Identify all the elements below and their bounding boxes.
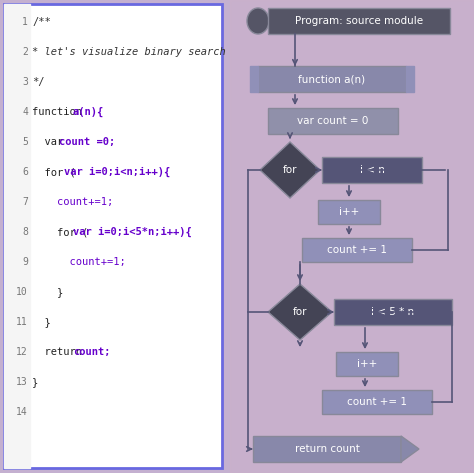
Text: i++: i++	[357, 359, 377, 369]
Text: 8: 8	[22, 227, 28, 237]
Text: */: */	[32, 77, 45, 87]
FancyBboxPatch shape	[4, 4, 222, 468]
Text: count+=1;: count+=1;	[32, 257, 126, 267]
Text: * let's visualize binary search: * let's visualize binary search	[32, 47, 226, 57]
Bar	[302, 238, 412, 262]
Bar	[334, 299, 452, 325]
Text: 12: 12	[16, 347, 28, 357]
Text: 3: 3	[22, 77, 28, 87]
Text: Program: source module: Program: source module	[295, 16, 423, 26]
Text: /**: /**	[32, 17, 51, 27]
Text: return: return	[32, 347, 88, 357]
Text: 11: 11	[16, 317, 28, 327]
Text: count;: count;	[73, 347, 110, 357]
Text: for (: for (	[32, 167, 76, 177]
Text: 14: 14	[16, 407, 28, 417]
Polygon shape	[401, 436, 419, 462]
Text: var i=0;i<n;i++){: var i=0;i<n;i++){	[64, 167, 170, 177]
Bar	[4, 4, 30, 468]
Text: for: for	[283, 165, 297, 175]
Bar	[322, 390, 432, 414]
Bar	[406, 66, 414, 92]
Bar	[318, 200, 380, 224]
Text: 1: 1	[22, 17, 28, 27]
Text: var i=0;i<5*n;i++){: var i=0;i<5*n;i++){	[73, 227, 191, 237]
Text: var: var	[32, 137, 70, 147]
Text: var count = 0: var count = 0	[297, 116, 369, 126]
Text: 6: 6	[22, 167, 28, 177]
Text: count += 1: count += 1	[327, 245, 387, 255]
Text: 4: 4	[22, 107, 28, 117]
Text: count+=1;: count+=1;	[32, 197, 113, 207]
Text: function: function	[32, 107, 88, 117]
Bar	[230, 0, 474, 473]
Text: count += 1: count += 1	[347, 397, 407, 407]
Text: 5: 5	[22, 137, 28, 147]
Bar	[322, 157, 422, 183]
Text: 9: 9	[22, 257, 28, 267]
Bar	[250, 66, 258, 92]
Text: a(n){: a(n){	[73, 107, 104, 117]
Text: }: }	[32, 377, 38, 387]
Text: 13: 13	[16, 377, 28, 387]
Text: }: }	[32, 317, 51, 327]
Text: i < n: i < n	[360, 165, 384, 175]
Text: }: }	[32, 287, 63, 297]
Text: 10: 10	[16, 287, 28, 297]
Text: for: for	[293, 307, 307, 317]
Bar	[336, 352, 398, 376]
Text: i++: i++	[339, 207, 359, 217]
Text: return count: return count	[294, 444, 359, 454]
Bar	[253, 436, 401, 462]
Polygon shape	[268, 284, 332, 340]
Text: 2: 2	[22, 47, 28, 57]
Text: 7: 7	[22, 197, 28, 207]
Text: for (: for (	[32, 227, 88, 237]
Text: function a(n): function a(n)	[299, 74, 365, 84]
Bar	[258, 66, 406, 92]
Text: count =0;: count =0;	[59, 137, 116, 147]
Polygon shape	[260, 142, 320, 198]
Bar	[268, 108, 398, 134]
Text: i < 5 * n: i < 5 * n	[372, 307, 415, 317]
Bar	[268, 8, 450, 34]
Ellipse shape	[247, 8, 269, 34]
